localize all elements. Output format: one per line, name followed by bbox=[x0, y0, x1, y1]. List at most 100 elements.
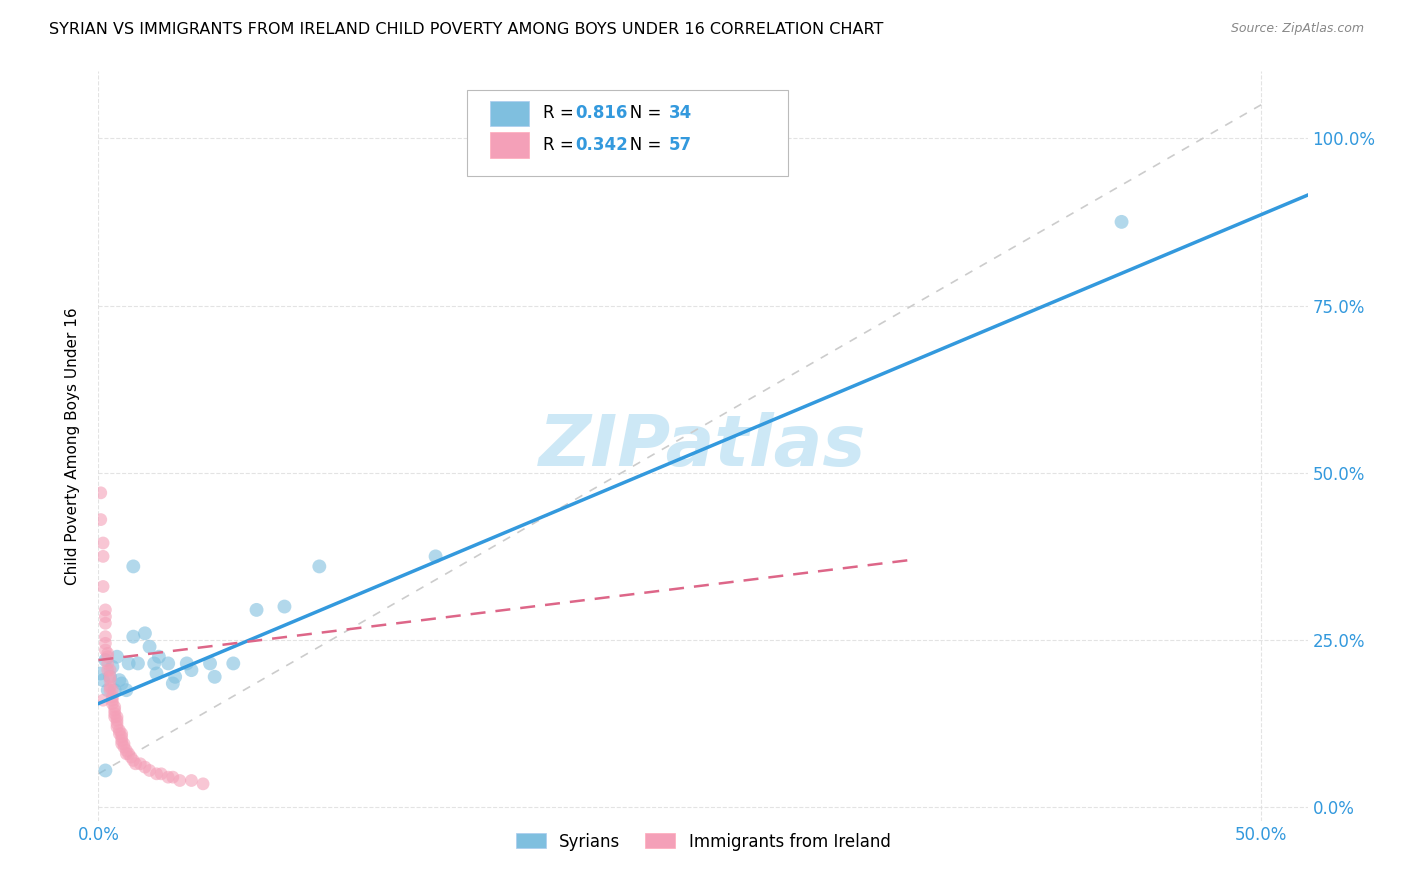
Legend: Syrians, Immigrants from Ireland: Syrians, Immigrants from Ireland bbox=[509, 826, 897, 857]
Point bbox=[127, 657, 149, 671]
Point bbox=[111, 676, 134, 690]
Point bbox=[148, 649, 170, 664]
Point bbox=[94, 653, 117, 667]
Point bbox=[101, 660, 124, 674]
Point bbox=[105, 714, 128, 728]
Point bbox=[115, 743, 138, 757]
Point bbox=[94, 616, 117, 631]
Point bbox=[115, 747, 138, 761]
Point bbox=[94, 630, 117, 644]
Point bbox=[222, 657, 245, 671]
Text: R =: R = bbox=[543, 136, 579, 153]
FancyBboxPatch shape bbox=[467, 90, 787, 177]
Point bbox=[204, 670, 226, 684]
Point bbox=[97, 683, 120, 698]
Point bbox=[104, 700, 127, 714]
Point bbox=[122, 753, 145, 767]
Text: R =: R = bbox=[543, 104, 579, 122]
Point bbox=[90, 666, 112, 681]
Point bbox=[150, 767, 173, 781]
Point bbox=[143, 657, 166, 671]
Point bbox=[94, 764, 117, 778]
Point bbox=[91, 549, 114, 564]
Point bbox=[90, 486, 112, 500]
Point bbox=[101, 693, 124, 707]
Point bbox=[104, 703, 127, 717]
Point bbox=[111, 730, 134, 744]
Point bbox=[145, 666, 167, 681]
Point bbox=[94, 609, 117, 624]
Point bbox=[191, 777, 214, 791]
Point bbox=[97, 646, 120, 660]
Point bbox=[104, 710, 127, 724]
Point bbox=[97, 649, 120, 664]
Text: N =: N = bbox=[614, 136, 666, 153]
Point bbox=[124, 756, 146, 771]
Point bbox=[91, 580, 114, 594]
Point bbox=[98, 663, 121, 677]
Text: 34: 34 bbox=[669, 104, 692, 122]
Point bbox=[122, 630, 145, 644]
Point bbox=[98, 670, 121, 684]
Point bbox=[134, 760, 156, 774]
Point bbox=[94, 636, 117, 650]
Text: 0.342: 0.342 bbox=[575, 136, 627, 153]
Point bbox=[91, 673, 114, 688]
Point bbox=[97, 657, 120, 671]
Point bbox=[245, 603, 267, 617]
Point bbox=[98, 683, 121, 698]
Point bbox=[165, 670, 187, 684]
Point bbox=[118, 747, 141, 761]
Point bbox=[94, 643, 117, 657]
Point bbox=[101, 697, 124, 711]
Point bbox=[162, 770, 184, 784]
Point bbox=[122, 559, 145, 574]
Point bbox=[98, 673, 121, 688]
Point bbox=[157, 770, 180, 784]
Point bbox=[112, 737, 135, 751]
Bar bbox=[491, 132, 529, 158]
Point bbox=[129, 756, 152, 771]
Point bbox=[111, 733, 134, 747]
Point bbox=[134, 626, 156, 640]
Point bbox=[104, 683, 127, 698]
Text: Source: ZipAtlas.com: Source: ZipAtlas.com bbox=[1230, 22, 1364, 36]
Point bbox=[138, 764, 160, 778]
Point bbox=[180, 773, 202, 788]
Bar bbox=[491, 101, 529, 126]
Text: SYRIAN VS IMMIGRANTS FROM IRELAND CHILD POVERTY AMONG BOYS UNDER 16 CORRELATION : SYRIAN VS IMMIGRANTS FROM IRELAND CHILD … bbox=[49, 22, 883, 37]
Point bbox=[176, 657, 198, 671]
Y-axis label: Child Poverty Among Boys Under 16: Child Poverty Among Boys Under 16 bbox=[65, 307, 80, 585]
Point bbox=[162, 676, 184, 690]
Text: 57: 57 bbox=[669, 136, 692, 153]
Point bbox=[101, 683, 124, 698]
Point bbox=[111, 737, 134, 751]
Point bbox=[108, 726, 131, 740]
Point bbox=[112, 740, 135, 755]
Point bbox=[108, 673, 131, 688]
Point bbox=[111, 726, 134, 740]
Text: ZIPatlas: ZIPatlas bbox=[540, 411, 866, 481]
Point bbox=[308, 559, 330, 574]
Point bbox=[94, 603, 117, 617]
Point bbox=[425, 549, 447, 564]
Point bbox=[104, 706, 127, 721]
Point bbox=[169, 773, 191, 788]
Point bbox=[105, 649, 128, 664]
Point bbox=[157, 657, 180, 671]
Point bbox=[198, 657, 221, 671]
Point bbox=[120, 750, 142, 764]
Point bbox=[1111, 215, 1133, 229]
Point bbox=[105, 720, 128, 734]
Point bbox=[98, 680, 121, 694]
Point bbox=[101, 690, 124, 704]
Point bbox=[108, 723, 131, 738]
Point bbox=[90, 513, 112, 527]
Point bbox=[180, 663, 202, 677]
Text: N =: N = bbox=[614, 104, 666, 122]
Point bbox=[138, 640, 160, 654]
Point bbox=[98, 670, 121, 684]
Point bbox=[145, 767, 167, 781]
Point bbox=[115, 683, 138, 698]
Point bbox=[97, 663, 120, 677]
